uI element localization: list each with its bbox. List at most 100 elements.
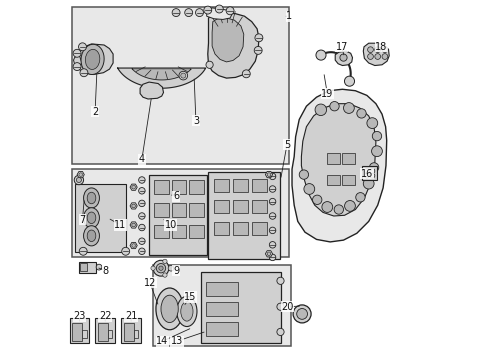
Polygon shape <box>130 203 137 209</box>
Circle shape <box>163 259 167 264</box>
Polygon shape <box>335 51 352 66</box>
Ellipse shape <box>156 288 183 330</box>
Text: 15: 15 <box>184 292 196 302</box>
Bar <box>82 330 87 338</box>
Circle shape <box>269 186 275 192</box>
Bar <box>213 179 228 192</box>
Circle shape <box>184 9 192 17</box>
Circle shape <box>266 173 270 176</box>
Bar <box>342 153 355 164</box>
Bar <box>232 222 247 235</box>
Circle shape <box>159 266 163 270</box>
Polygon shape <box>130 184 137 190</box>
Circle shape <box>203 6 211 14</box>
Circle shape <box>122 247 129 255</box>
Bar <box>205 282 238 296</box>
Polygon shape <box>206 8 231 19</box>
Circle shape <box>139 200 145 207</box>
Text: 8: 8 <box>102 266 109 276</box>
Bar <box>251 200 266 213</box>
Circle shape <box>79 247 87 255</box>
Bar <box>232 179 247 192</box>
Text: 6: 6 <box>173 191 179 201</box>
Circle shape <box>205 61 213 68</box>
Bar <box>72 169 289 257</box>
Circle shape <box>79 173 82 176</box>
Circle shape <box>333 205 343 214</box>
Circle shape <box>374 54 380 59</box>
Circle shape <box>269 173 275 180</box>
Bar <box>232 200 247 213</box>
Circle shape <box>339 54 346 61</box>
Bar <box>121 318 141 343</box>
Text: 20: 20 <box>281 302 293 312</box>
Circle shape <box>356 109 366 118</box>
Polygon shape <box>363 43 388 66</box>
Polygon shape <box>130 222 137 228</box>
Text: 19: 19 <box>321 89 333 99</box>
Polygon shape <box>75 184 125 252</box>
Text: 4: 4 <box>139 154 144 164</box>
Circle shape <box>367 47 373 53</box>
Circle shape <box>381 54 387 59</box>
Circle shape <box>74 175 83 185</box>
Circle shape <box>344 201 355 211</box>
Circle shape <box>215 5 223 13</box>
Bar <box>72 7 289 164</box>
Circle shape <box>269 227 275 234</box>
Text: 13: 13 <box>170 336 183 346</box>
Ellipse shape <box>83 188 99 208</box>
Polygon shape <box>265 171 272 178</box>
Polygon shape <box>77 44 113 75</box>
Text: 18: 18 <box>374 42 386 52</box>
Circle shape <box>369 173 374 178</box>
Ellipse shape <box>177 296 197 327</box>
Bar <box>95 318 115 343</box>
Circle shape <box>181 73 185 78</box>
Polygon shape <box>73 54 81 66</box>
Circle shape <box>269 198 275 205</box>
Bar <box>154 203 168 217</box>
Circle shape <box>254 46 262 54</box>
Text: 2: 2 <box>92 107 98 117</box>
Text: 14: 14 <box>156 336 168 346</box>
Circle shape <box>266 252 270 256</box>
Ellipse shape <box>161 295 178 323</box>
Polygon shape <box>291 89 386 242</box>
Circle shape <box>292 305 310 323</box>
Bar <box>108 330 112 338</box>
Circle shape <box>381 47 387 53</box>
Circle shape <box>132 223 135 227</box>
Polygon shape <box>149 175 206 255</box>
Circle shape <box>367 54 373 59</box>
Polygon shape <box>207 13 258 78</box>
Polygon shape <box>212 18 244 62</box>
Circle shape <box>80 69 88 77</box>
Circle shape <box>369 168 374 174</box>
Circle shape <box>296 309 307 319</box>
Circle shape <box>299 170 308 179</box>
Circle shape <box>344 76 354 86</box>
Bar <box>326 153 340 164</box>
Bar <box>205 302 238 316</box>
Circle shape <box>343 103 354 113</box>
Bar <box>205 322 238 336</box>
Text: 23: 23 <box>73 311 85 321</box>
Text: 11: 11 <box>114 220 126 230</box>
Ellipse shape <box>81 44 104 75</box>
Circle shape <box>366 118 377 129</box>
Bar <box>189 203 203 217</box>
Bar <box>189 180 203 194</box>
Circle shape <box>179 71 187 80</box>
Bar <box>98 323 108 341</box>
Polygon shape <box>77 171 84 178</box>
Circle shape <box>73 63 81 71</box>
Circle shape <box>276 277 284 284</box>
Circle shape <box>139 188 145 194</box>
Circle shape <box>355 193 365 202</box>
Circle shape <box>329 102 339 111</box>
Circle shape <box>314 104 326 116</box>
Circle shape <box>172 9 180 17</box>
Ellipse shape <box>87 230 96 242</box>
Circle shape <box>368 163 378 172</box>
